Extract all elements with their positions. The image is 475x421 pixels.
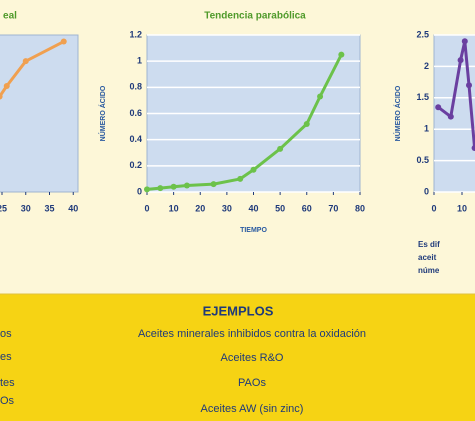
y-tick-label: 1: [424, 124, 429, 134]
x-tick-label: 40: [248, 203, 258, 213]
y-axis-label: NÚMERO ÁCIDO: [393, 85, 402, 141]
example-row: Aceites AW (sin zinc): [201, 403, 304, 415]
point: [237, 175, 244, 182]
point: [303, 120, 310, 127]
chart-title: Tendencia parabólica: [204, 11, 306, 22]
example-left: os: [0, 328, 12, 340]
plot-area: [433, 34, 475, 193]
x-tick-label: 0: [144, 203, 149, 213]
y-tick-label: 2: [424, 61, 429, 71]
x-tick-label: 0: [431, 203, 436, 213]
point: [22, 58, 29, 65]
x-axis-label: TIEMPO: [240, 227, 267, 234]
x-tick-label: 20: [195, 203, 205, 213]
point: [466, 82, 472, 89]
point: [250, 166, 257, 173]
y-tick-label: 0.4: [129, 134, 142, 144]
y-tick-label: 0.2: [129, 160, 142, 170]
point: [183, 182, 190, 189]
point: [461, 38, 468, 45]
x-tick-label: 40: [68, 203, 78, 213]
example-left: tes: [0, 377, 15, 389]
example-left: es: [0, 351, 12, 363]
y-tick-label: 0: [137, 186, 142, 196]
y-tick-label: 0.5: [416, 155, 429, 165]
examples-title: EJEMPLOS: [203, 303, 274, 318]
y-tick-label: 0: [424, 186, 429, 196]
point: [0, 93, 3, 100]
x-tick-label: 80: [355, 203, 365, 213]
x-tick-label: 35: [44, 203, 54, 213]
point: [457, 57, 464, 64]
example-row: PAOs: [238, 377, 266, 389]
note-line: núme: [418, 266, 440, 275]
x-tick-label: 50: [275, 203, 285, 213]
point: [170, 183, 177, 190]
x-tick-label: 10: [169, 203, 179, 213]
point: [471, 145, 475, 152]
point: [60, 38, 67, 45]
y-tick-label: 1.2: [129, 29, 142, 39]
y-tick-label: 2.5: [416, 29, 429, 39]
x-tick-label: 30: [222, 203, 232, 213]
point: [210, 181, 217, 188]
x-tick-label: 60: [302, 203, 312, 213]
point: [277, 145, 284, 152]
note-line: Es dif: [418, 240, 440, 249]
y-tick-label: 1: [137, 56, 142, 66]
x-tick-label: 25: [0, 203, 7, 213]
note-line: aceit: [418, 253, 437, 262]
plot-area: [0, 34, 79, 193]
chart-title: eal: [3, 11, 17, 22]
point: [317, 93, 324, 100]
point: [144, 186, 150, 193]
y-tick-label: 0.8: [129, 82, 142, 92]
example-left: Os: [0, 395, 15, 407]
point: [435, 104, 442, 111]
examples-band: [0, 294, 475, 421]
y-tick-label: 0.6: [129, 108, 142, 118]
x-tick-label: 10: [457, 203, 467, 213]
x-tick-label: 30: [21, 203, 31, 213]
point: [447, 113, 454, 120]
y-axis-label: NÚMERO ÁCIDO: [98, 85, 107, 141]
series-line: [0, 40, 65, 98]
point: [338, 51, 345, 58]
x-tick-label: 70: [328, 203, 338, 213]
example-row: Aceites R&O: [221, 352, 284, 364]
point: [157, 185, 164, 192]
example-row: Aceites minerales inhibidos contra la ox…: [138, 328, 366, 340]
y-tick-label: 1.5: [416, 92, 429, 102]
point: [3, 83, 10, 90]
